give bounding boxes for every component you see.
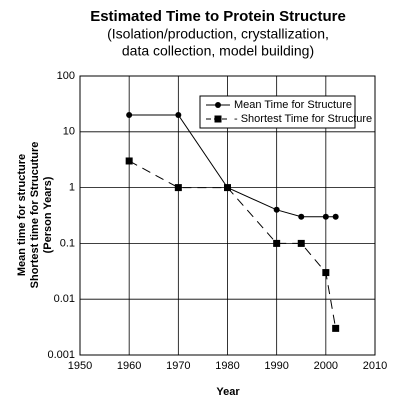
legend-box	[199, 95, 356, 129]
point	[224, 184, 231, 192]
point	[273, 239, 281, 247]
x-tick-label: 1950	[68, 360, 92, 372]
x-tick-label: 2010	[363, 360, 387, 372]
y-tick-label: 0.1	[60, 237, 75, 249]
x-tick-label: 1960	[117, 360, 141, 372]
y-tick-label: 0.001	[47, 349, 75, 361]
y-tick-label: 1	[69, 182, 75, 194]
legend-marker	[215, 102, 221, 108]
legend-marker	[214, 115, 222, 123]
point	[126, 112, 133, 119]
plot-frame	[79, 75, 376, 356]
chart-subtitle: data collection, model building)	[122, 43, 314, 59]
x-tick-label: 1990	[264, 360, 288, 372]
point	[332, 213, 339, 220]
legend-label: Mean Time for Structure	[234, 99, 352, 111]
point	[298, 213, 305, 220]
point	[322, 269, 330, 277]
legend-label: - Shortest Time for Structure	[234, 113, 372, 125]
y-tick-label: 0.01	[54, 293, 75, 305]
chart-title: Estimated Time to Protein Structure	[90, 8, 346, 25]
y-tick-label: 10	[63, 126, 75, 138]
chart-subtitle: (Isolation/production, crystallization,	[107, 26, 329, 42]
x-tick-label: 1980	[215, 360, 239, 372]
point	[297, 239, 305, 247]
point	[332, 324, 340, 332]
series-line	[129, 114, 336, 218]
point	[125, 157, 133, 165]
x-tick-label: 1970	[166, 360, 190, 372]
point	[174, 184, 182, 192]
y-axis-title-line: Shortest time for Strucuture	[29, 142, 41, 289]
x-tick-label: 2000	[314, 360, 338, 372]
y-axis-title-line: (Person Years)	[42, 176, 54, 253]
point	[322, 213, 329, 220]
x-axis-title: Year	[216, 386, 240, 398]
y-tick-label: 100	[57, 70, 75, 82]
point	[273, 206, 280, 213]
point	[175, 112, 182, 119]
y-axis-title-line: Mean time for structure	[16, 154, 28, 276]
y-axis-title: Mean time for structure Shortest time fo…	[16, 142, 54, 289]
